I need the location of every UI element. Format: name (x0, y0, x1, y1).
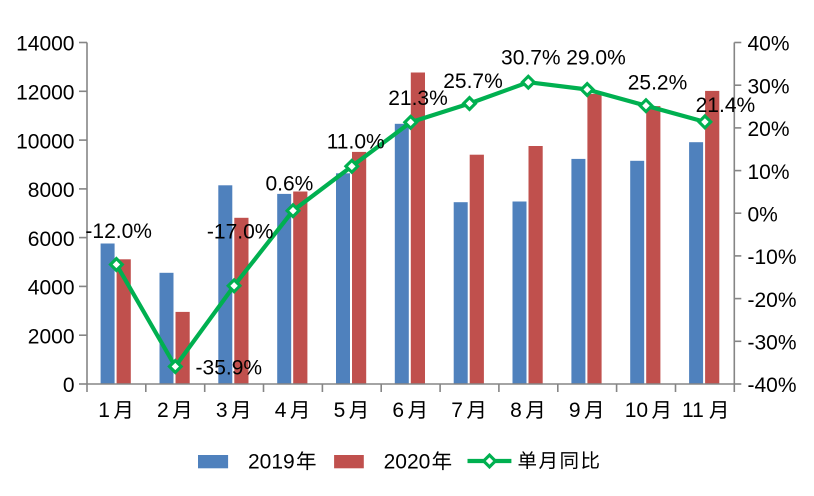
svg-text:1: 1 (98, 399, 110, 422)
svg-text:11.0%: 11.0% (327, 131, 385, 154)
svg-text:10: 10 (625, 399, 648, 422)
svg-text:0: 0 (63, 374, 75, 397)
svg-text:-12.0%: -12.0% (85, 220, 152, 243)
svg-text:25.2%: 25.2% (628, 72, 688, 95)
svg-text:-10%: -10% (748, 246, 797, 269)
svg-text:2019: 2019 (248, 451, 295, 474)
svg-text:10%: 10% (748, 161, 790, 184)
svg-text:30%: 30% (748, 75, 790, 98)
svg-text:2020: 2020 (384, 451, 431, 474)
svg-text:0.6%: 0.6% (265, 173, 313, 196)
svg-text:6000: 6000 (28, 228, 75, 251)
svg-text:2000: 2000 (28, 325, 75, 348)
svg-text:-40%: -40% (748, 374, 797, 397)
svg-text:30.7%: 30.7% (501, 47, 561, 70)
svg-text:4000: 4000 (28, 277, 75, 300)
svg-text:12000: 12000 (16, 82, 74, 105)
svg-text:40%: 40% (748, 33, 790, 56)
svg-text:8000: 8000 (28, 179, 75, 202)
svg-text:2: 2 (157, 399, 169, 422)
svg-text:25.7%: 25.7% (443, 70, 503, 93)
svg-text:7: 7 (451, 399, 463, 422)
svg-text:-20%: -20% (748, 289, 797, 312)
svg-text:14000: 14000 (16, 33, 74, 56)
svg-text:-17.0%: -17.0% (207, 221, 274, 244)
svg-text:29.0%: 29.0% (566, 47, 626, 70)
svg-text:6: 6 (392, 399, 404, 422)
svg-text:11: 11 (682, 399, 704, 422)
svg-text:20%: 20% (748, 118, 790, 141)
svg-text:4: 4 (275, 399, 287, 422)
svg-text:21.4%: 21.4% (696, 94, 756, 117)
svg-text:-35.9%: -35.9% (196, 357, 263, 380)
svg-text:9: 9 (569, 399, 581, 422)
svg-text:10000: 10000 (16, 130, 74, 153)
svg-text:21.3%: 21.3% (388, 87, 448, 110)
svg-text:5: 5 (334, 399, 346, 422)
svg-text:-30%: -30% (748, 332, 797, 355)
svg-text:8: 8 (510, 399, 522, 422)
svg-text:3: 3 (216, 399, 228, 422)
svg-text:0%: 0% (748, 203, 778, 226)
